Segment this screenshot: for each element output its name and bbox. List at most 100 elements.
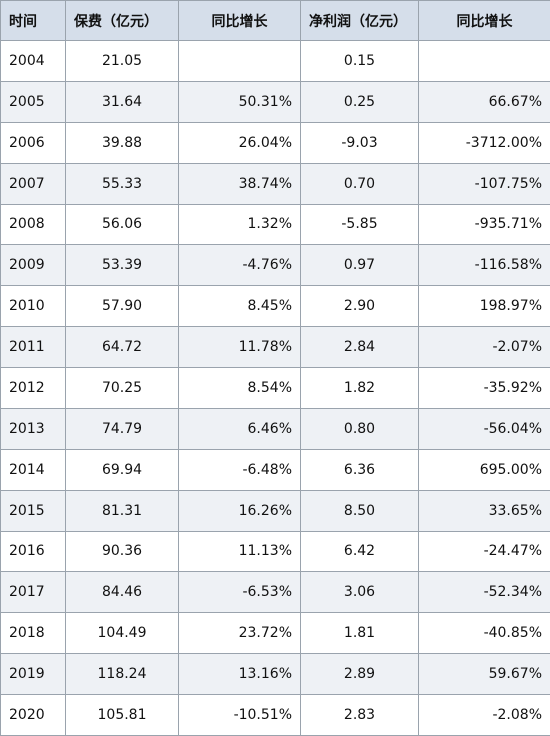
table-cell: 23.72% xyxy=(178,612,301,655)
table-cell: -2.07% xyxy=(418,326,550,368)
table-cell: 2004 xyxy=(0,40,66,82)
table-cell: 21.05 xyxy=(65,40,179,82)
table-cell: -56.04% xyxy=(418,407,550,450)
table-cell: 3.06 xyxy=(300,571,419,614)
table-cell: 6.36 xyxy=(300,448,419,491)
table-cell: 55.33 xyxy=(65,162,179,205)
table-cell: -6.48% xyxy=(178,448,301,491)
table-cell: -40.85% xyxy=(418,612,550,655)
table-cell: 2009 xyxy=(0,244,66,287)
table-cell: 69.94 xyxy=(65,448,179,491)
table-cell: 2020 xyxy=(0,694,66,736)
table-row: 2016 90.36 11.13% 6.42 -24.47% xyxy=(0,530,550,573)
table-cell: -116.58% xyxy=(418,244,550,287)
table-cell: 13.16% xyxy=(178,653,301,695)
table-cell: -24.47% xyxy=(418,530,550,573)
table-cell: 53.39 xyxy=(65,244,179,287)
table-cell: 2.83 xyxy=(300,694,419,736)
table-cell: 0.97 xyxy=(300,244,419,287)
table-cell: 1.32% xyxy=(178,203,301,246)
table-cell: 2013 xyxy=(0,407,66,450)
table-cell: 81.31 xyxy=(65,489,179,532)
table-cell: 2016 xyxy=(0,530,66,573)
table-cell: 2017 xyxy=(0,571,66,614)
header-cell: 保费（亿元） xyxy=(65,0,179,41)
table-row: 2009 53.39 -4.76% 0.97 -116.58% xyxy=(0,244,550,287)
table-cell: -52.34% xyxy=(418,571,550,614)
table-cell: -5.85 xyxy=(300,203,419,246)
table-cell: -6.53% xyxy=(178,571,301,614)
table-cell: 70.25 xyxy=(65,367,179,409)
table-row: 2005 31.64 50.31% 0.25 66.67% xyxy=(0,80,550,123)
table-cell: 198.97% xyxy=(418,285,550,328)
table-row: 2020 105.81 -10.51% 2.83 -2.08% xyxy=(0,694,550,736)
table-cell: 31.64 xyxy=(65,80,179,123)
table-cell: 33.65% xyxy=(418,489,550,532)
table-row: 2014 69.94 -6.48% 6.36 695.00% xyxy=(0,448,550,491)
table-cell: 2014 xyxy=(0,448,66,491)
table-cell: 0.80 xyxy=(300,407,419,450)
table-cell: 57.90 xyxy=(65,285,179,328)
table-cell xyxy=(178,40,301,82)
table-cell: 11.78% xyxy=(178,326,301,368)
table-cell: -2.08% xyxy=(418,694,550,736)
table-cell: 50.31% xyxy=(178,80,301,123)
table-cell xyxy=(418,40,550,82)
table-cell: -35.92% xyxy=(418,367,550,409)
table-cell: -9.03 xyxy=(300,121,419,164)
table-cell: 118.24 xyxy=(65,653,179,695)
table-cell: 59.67% xyxy=(418,653,550,695)
table-cell: 39.88 xyxy=(65,121,179,164)
table-cell: 56.06 xyxy=(65,203,179,246)
table-cell: 1.81 xyxy=(300,612,419,655)
table-row: 2018 104.49 23.72% 1.81 -40.85% xyxy=(0,612,550,655)
table-cell: 2.90 xyxy=(300,285,419,328)
table-row: 2007 55.33 38.74% 0.70 -107.75% xyxy=(0,162,550,205)
table-cell: 2019 xyxy=(0,653,66,695)
table-row: 2008 56.06 1.32% -5.85 -935.71% xyxy=(0,203,550,246)
header-cell: 净利润（亿元） xyxy=(300,0,419,41)
table-row: 2013 74.79 6.46% 0.80 -56.04% xyxy=(0,407,550,450)
table-cell: 2008 xyxy=(0,203,66,246)
table-cell: -3712.00% xyxy=(418,121,550,164)
table-cell: 11.13% xyxy=(178,530,301,573)
table-cell: 104.49 xyxy=(65,612,179,655)
table-cell: -4.76% xyxy=(178,244,301,287)
header-cell: 同比增长 xyxy=(418,0,550,41)
table-cell: 8.50 xyxy=(300,489,419,532)
table-cell: 0.15 xyxy=(300,40,419,82)
table-cell: 8.45% xyxy=(178,285,301,328)
table-cell: 2012 xyxy=(0,367,66,409)
table-cell: 66.67% xyxy=(418,80,550,123)
table-cell: 64.72 xyxy=(65,326,179,368)
table-cell: -935.71% xyxy=(418,203,550,246)
table-row: 2006 39.88 26.04% -9.03 -3712.00% xyxy=(0,121,550,164)
table-cell: 2007 xyxy=(0,162,66,205)
table-cell: 2.84 xyxy=(300,326,419,368)
table-row: 2012 70.25 8.54% 1.82 -35.92% xyxy=(0,367,550,409)
table-cell: 2005 xyxy=(0,80,66,123)
table-cell: 74.79 xyxy=(65,407,179,450)
table-cell: 2011 xyxy=(0,326,66,368)
table-cell: 16.26% xyxy=(178,489,301,532)
table-cell: 2018 xyxy=(0,612,66,655)
header-cell: 同比增长 xyxy=(178,0,301,41)
header-cell: 时间 xyxy=(0,0,66,41)
table-row: 2011 64.72 11.78% 2.84 -2.07% xyxy=(0,326,550,368)
table-row: 2019 118.24 13.16% 2.89 59.67% xyxy=(0,653,550,695)
table-cell: 2.89 xyxy=(300,653,419,695)
table-cell: 84.46 xyxy=(65,571,179,614)
table-cell: 26.04% xyxy=(178,121,301,164)
table-cell: 1.82 xyxy=(300,367,419,409)
table-cell: 2006 xyxy=(0,121,66,164)
table-cell: 2015 xyxy=(0,489,66,532)
table-row: 2017 84.46 -6.53% 3.06 -52.34% xyxy=(0,571,550,614)
table-cell: 0.70 xyxy=(300,162,419,205)
table-row: 2004 21.05 0.15 xyxy=(0,40,550,82)
table-cell: 105.81 xyxy=(65,694,179,736)
header-row: 时间 保费（亿元） 同比增长 净利润（亿元） 同比增长 xyxy=(0,0,550,41)
table-cell: 6.46% xyxy=(178,407,301,450)
table-cell: 8.54% xyxy=(178,367,301,409)
